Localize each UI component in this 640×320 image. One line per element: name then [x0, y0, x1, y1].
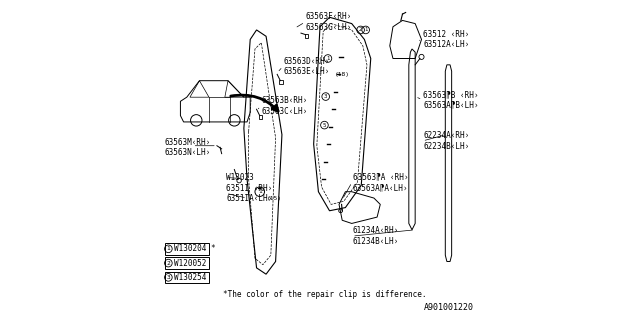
Text: 63563M‹RH›
63563N‹LH›: 63563M‹RH› 63563N‹LH› — [164, 138, 211, 157]
Text: 63563⁋A ‹RH›
63563A⁋A‹LH›: 63563⁋A ‹RH› 63563A⁋A‹LH› — [353, 172, 408, 192]
Text: (15): (15) — [267, 196, 282, 201]
Text: 6351I ‹RH›
6351IA‹LH›: 6351I ‹RH› 6351IA‹LH› — [227, 184, 273, 203]
Bar — [164, 243, 209, 254]
Text: (18): (18) — [334, 72, 349, 77]
Text: 62234A‹RH›
62234B‹LH›: 62234A‹RH› 62234B‹LH› — [423, 131, 469, 151]
Text: A901001220: A901001220 — [424, 303, 474, 312]
Bar — [164, 257, 209, 269]
Text: 1: 1 — [364, 28, 367, 32]
Text: W130254: W130254 — [174, 273, 207, 282]
Text: W120052: W120052 — [174, 259, 207, 268]
Text: *The color of the repair clip is difference.: *The color of the repair clip is differe… — [223, 290, 427, 299]
Text: 2: 2 — [359, 28, 362, 32]
Bar — [164, 272, 209, 283]
Bar — [280, 80, 283, 84]
Bar — [259, 115, 262, 119]
Text: 5: 5 — [323, 123, 326, 128]
Text: 3: 3 — [166, 275, 170, 280]
Text: 61234A‹RH›
61234B‹LH›: 61234A‹RH› 61234B‹LH› — [353, 227, 399, 246]
Text: 3: 3 — [324, 94, 328, 99]
Text: 2: 2 — [166, 260, 170, 266]
Text: 63563⁋B ‹RH›
63563A⁋B‹LH›: 63563⁋B ‹RH› 63563A⁋B‹LH› — [423, 90, 479, 109]
Text: 63563D‹RH›
63563E‹LH›: 63563D‹RH› 63563E‹LH› — [284, 57, 330, 76]
Bar — [305, 34, 308, 38]
Text: 63512 ‹RH›
63512A‹LH›: 63512 ‹RH› 63512A‹LH› — [423, 30, 469, 49]
Text: 63563F‹RH›
63563G‹LH›: 63563F‹RH› 63563G‹LH› — [306, 12, 352, 32]
Text: 1: 1 — [258, 189, 262, 194]
Text: 1: 1 — [166, 246, 170, 251]
Text: W13023: W13023 — [227, 173, 254, 182]
Text: W130204 *: W130204 * — [174, 244, 216, 253]
Text: 1: 1 — [326, 56, 330, 61]
Text: 63563B‹RH›
63563C‹LH›: 63563B‹RH› 63563C‹LH› — [261, 96, 308, 116]
